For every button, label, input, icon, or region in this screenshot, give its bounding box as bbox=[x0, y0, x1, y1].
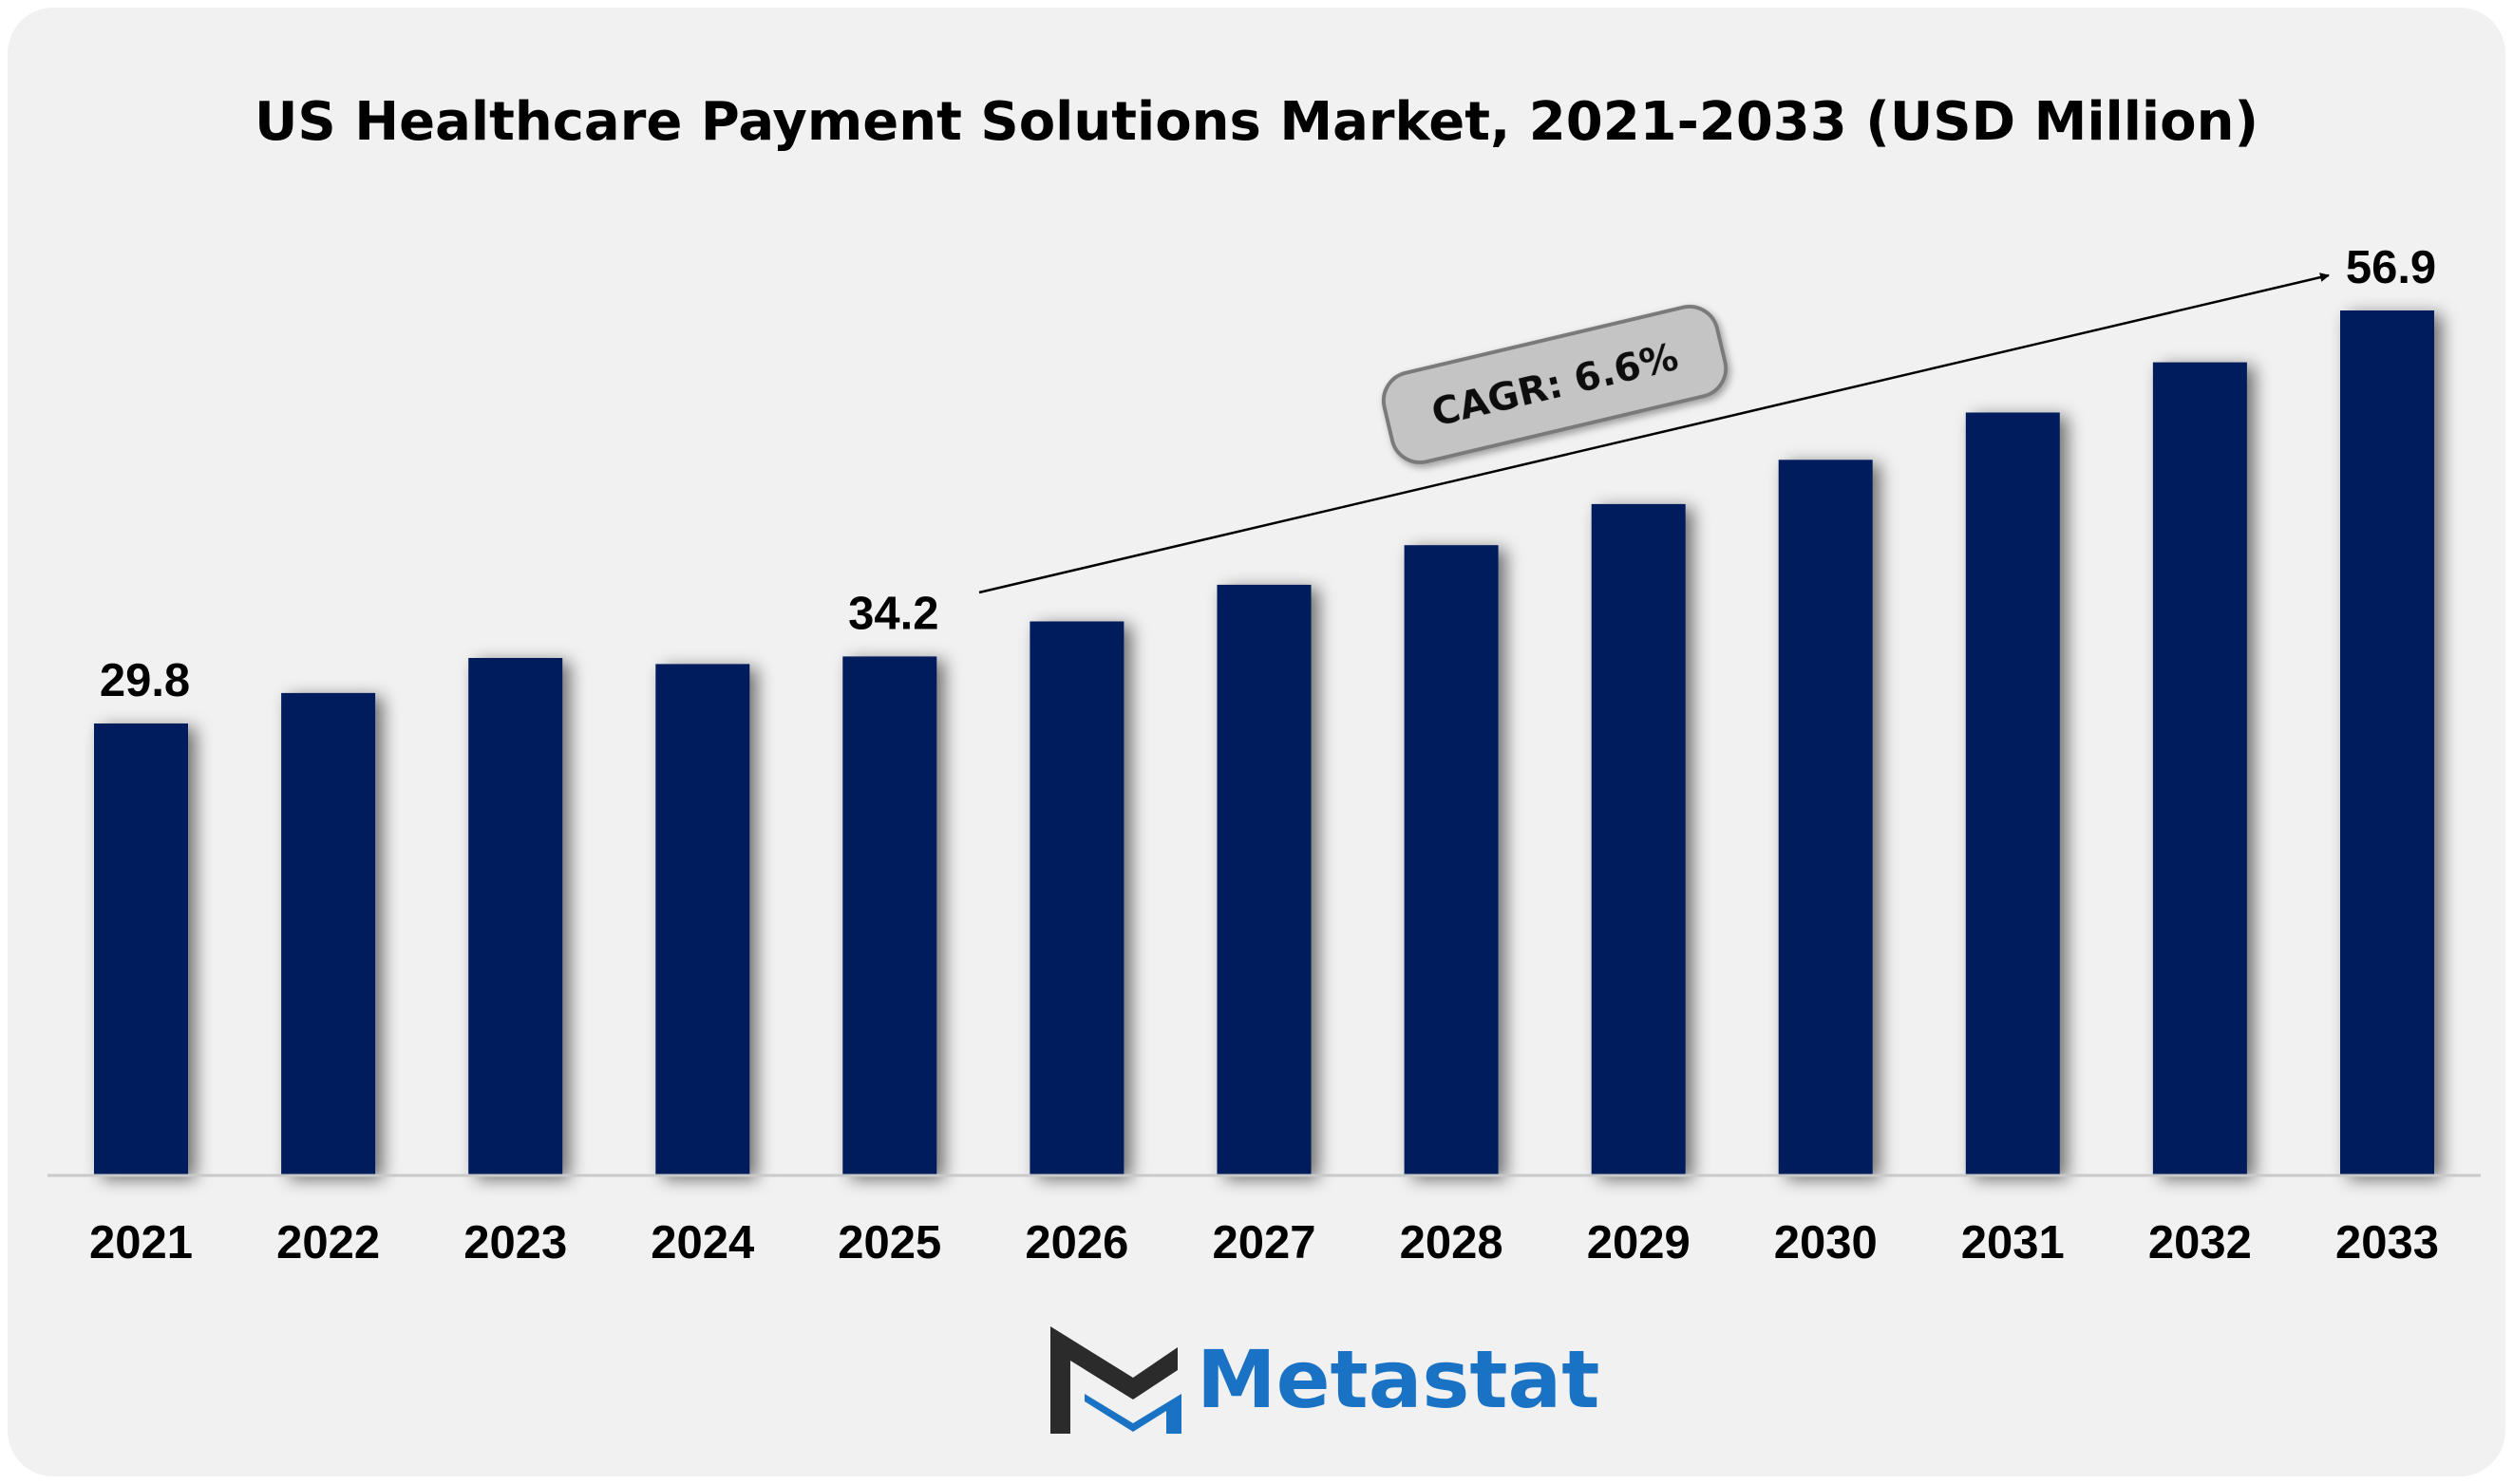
bar-2033 bbox=[2340, 310, 2434, 1175]
bar-2032 bbox=[2152, 362, 2247, 1176]
x-tick-2030: 2030 bbox=[1774, 1217, 1878, 1268]
x-tick-2021: 2021 bbox=[89, 1217, 193, 1268]
chart-title: US Healthcare Payment Solutions Market, … bbox=[255, 91, 2258, 153]
bar-2024 bbox=[655, 664, 750, 1175]
bar-2027 bbox=[1217, 584, 1312, 1175]
x-tick-2024: 2024 bbox=[651, 1217, 754, 1268]
bar-2028 bbox=[1404, 545, 1499, 1175]
metastat-logo: Metastat bbox=[1050, 1326, 1599, 1434]
bar-2021 bbox=[94, 723, 188, 1175]
x-tick-2027: 2027 bbox=[1212, 1217, 1315, 1268]
x-tick-2028: 2028 bbox=[1400, 1217, 1503, 1268]
x-tick-labels: 2021 2022 2023 2024 2025 2026 2027 2028 2029 2030… bbox=[89, 1217, 2439, 1268]
x-tick-2023: 2023 bbox=[463, 1217, 567, 1268]
bar-2030 bbox=[1778, 460, 1873, 1175]
bars-group bbox=[94, 310, 2434, 1176]
data-label-2025: 34.2 bbox=[848, 588, 938, 639]
data-labels: 29.8 34.2 56.9 bbox=[100, 242, 2436, 706]
bar-2029 bbox=[1591, 503, 1686, 1175]
bar-2031 bbox=[1965, 412, 2060, 1175]
x-tick-2031: 2031 bbox=[1961, 1217, 2065, 1268]
cagr-trend-arrow bbox=[978, 272, 2330, 594]
x-tick-2022: 2022 bbox=[276, 1217, 380, 1268]
bar-2023 bbox=[468, 658, 563, 1175]
data-label-2021: 29.8 bbox=[100, 655, 190, 706]
x-tick-2033: 2033 bbox=[2335, 1217, 2439, 1268]
metastat-logo-text: Metastat bbox=[1197, 1333, 1599, 1426]
x-tick-2032: 2032 bbox=[2148, 1217, 2252, 1268]
x-tick-2025: 2025 bbox=[838, 1217, 941, 1268]
x-tick-2026: 2026 bbox=[1025, 1217, 1128, 1268]
bar-2026 bbox=[1030, 621, 1124, 1175]
bar-2022 bbox=[281, 692, 376, 1175]
cagr-pill bbox=[1381, 304, 1729, 465]
bar-2025 bbox=[842, 656, 937, 1175]
metastat-m-mark-icon bbox=[1050, 1326, 1181, 1434]
cagr-badge: CAGR: 6.6% bbox=[1381, 304, 1729, 465]
x-tick-2029: 2029 bbox=[1587, 1217, 1691, 1268]
data-label-2033: 56.9 bbox=[2346, 242, 2436, 293]
